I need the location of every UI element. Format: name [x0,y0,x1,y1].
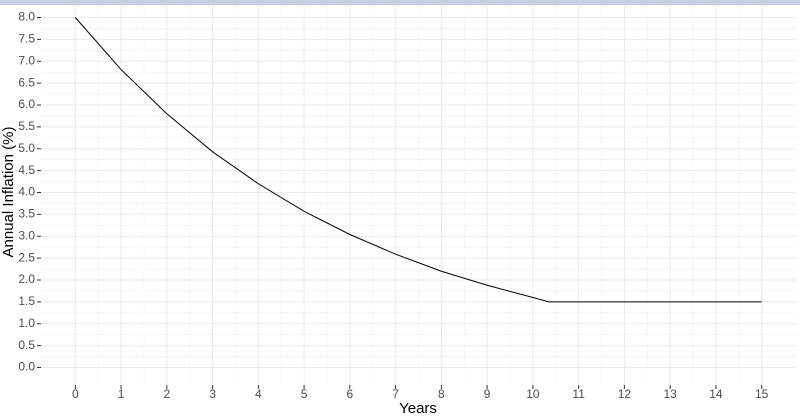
x-tick-label: 5 [301,387,308,401]
plot [74,17,762,303]
y-tick-label: 0.5 [18,338,35,352]
x-tick-label: 0 [72,387,79,401]
x-tick-label: 10 [526,387,540,401]
y-tick-label: 8.0 [18,10,35,24]
y-tick-label: 7.5 [18,32,35,46]
y-tick-label: 1.5 [18,294,35,308]
y-tick-label: 6.5 [18,75,35,89]
x-tick-label: 4 [255,387,262,401]
x-tick-label: 15 [755,387,769,401]
grid [41,0,796,385]
top-bar [0,0,800,5]
x-tick-label: 7 [392,387,399,401]
y-tick-label: 2.5 [18,250,35,264]
x-tick-label: 1 [118,387,125,401]
y-tick-label: 4.5 [18,163,35,177]
x-tick-label: 12 [618,387,632,401]
line [74,17,762,303]
x-tick-label: 3 [209,387,216,401]
x-tick-label: 11 [572,387,585,401]
y-tick-label: 0.0 [18,360,35,374]
x-tick-label: 6 [347,387,354,401]
y-tick-label: 5.0 [18,141,35,155]
y-tick-label: 2.0 [18,272,35,286]
x-axis-title: Years [399,400,437,417]
y-axis-title: Annual Inflation (%) [0,127,17,258]
y-tick-label: 3.0 [18,228,35,242]
x-tick-label: 2 [163,387,170,401]
y-tick-label: 4.0 [18,185,35,199]
y-tick-label: 1.0 [18,316,35,330]
y-tick-label: 6.0 [18,97,35,111]
x-tick-label: 14 [709,387,723,401]
x-tick-label: 8 [438,387,445,401]
y-tick-label: 5.5 [18,119,35,133]
y-tick-label: 3.5 [18,207,35,221]
x-tick-label: 13 [663,387,677,401]
x-tick-label: 9 [484,387,491,401]
y-tick-label: 7.0 [18,53,35,67]
